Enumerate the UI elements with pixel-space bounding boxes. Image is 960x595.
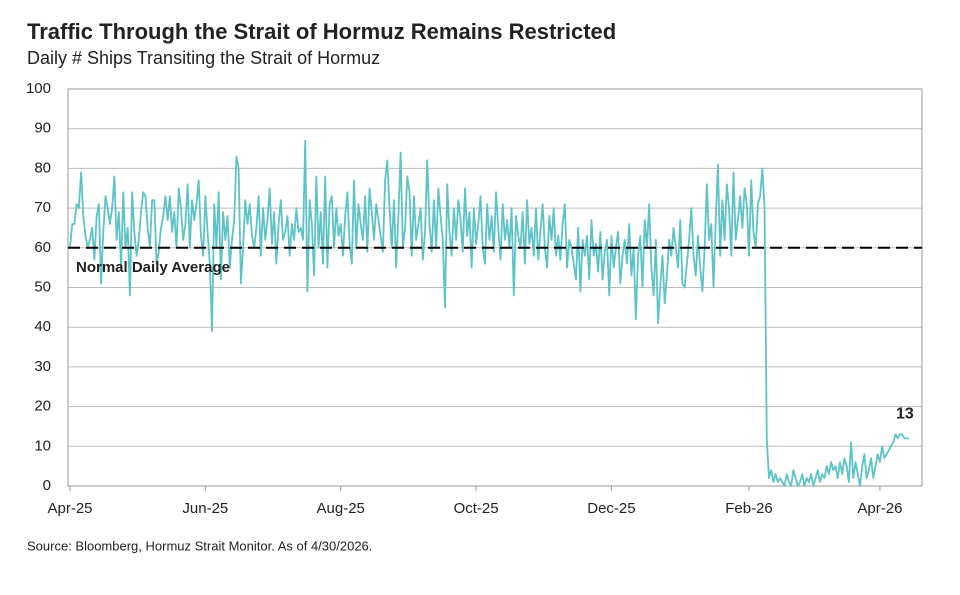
chart-title: Traffic Through the Strait of Hormuz Rem… (27, 19, 616, 44)
y-tick-label: 70 (34, 199, 51, 216)
plot-frame (67, 88, 923, 487)
x-tick-label: Apr-25 (47, 500, 92, 517)
chart-subtitle: Daily # Ships Transiting the Strait of H… (27, 48, 380, 68)
y-tick-label: 40 (34, 318, 51, 335)
data-line (69, 139, 909, 487)
y-tick-label: 0 (43, 477, 51, 494)
y-tick-label: 100 (26, 80, 51, 97)
x-tick-label: Apr-26 (857, 500, 902, 517)
x-tick-label: Oct-25 (454, 500, 499, 517)
y-tick-label: 20 (34, 398, 51, 415)
y-tick-label: 80 (34, 159, 51, 176)
source-note: Source: Bloomberg, Hormuz Strait Monitor… (27, 538, 372, 553)
y-tick-label: 10 (34, 437, 51, 454)
x-tick-label: Dec-25 (587, 500, 635, 517)
reference-label: Normal Daily Average (76, 259, 230, 276)
y-tick-label: 90 (34, 120, 51, 137)
y-tick-label: 60 (34, 239, 51, 256)
x-tick-label: Feb-26 (725, 500, 773, 517)
data-label: 13 (896, 406, 914, 423)
y-tick-label: 50 (34, 278, 51, 295)
x-tick-label: Jun-25 (182, 500, 228, 517)
x-tick-label: Aug-25 (317, 500, 365, 517)
y-tick-label: 30 (34, 358, 51, 375)
